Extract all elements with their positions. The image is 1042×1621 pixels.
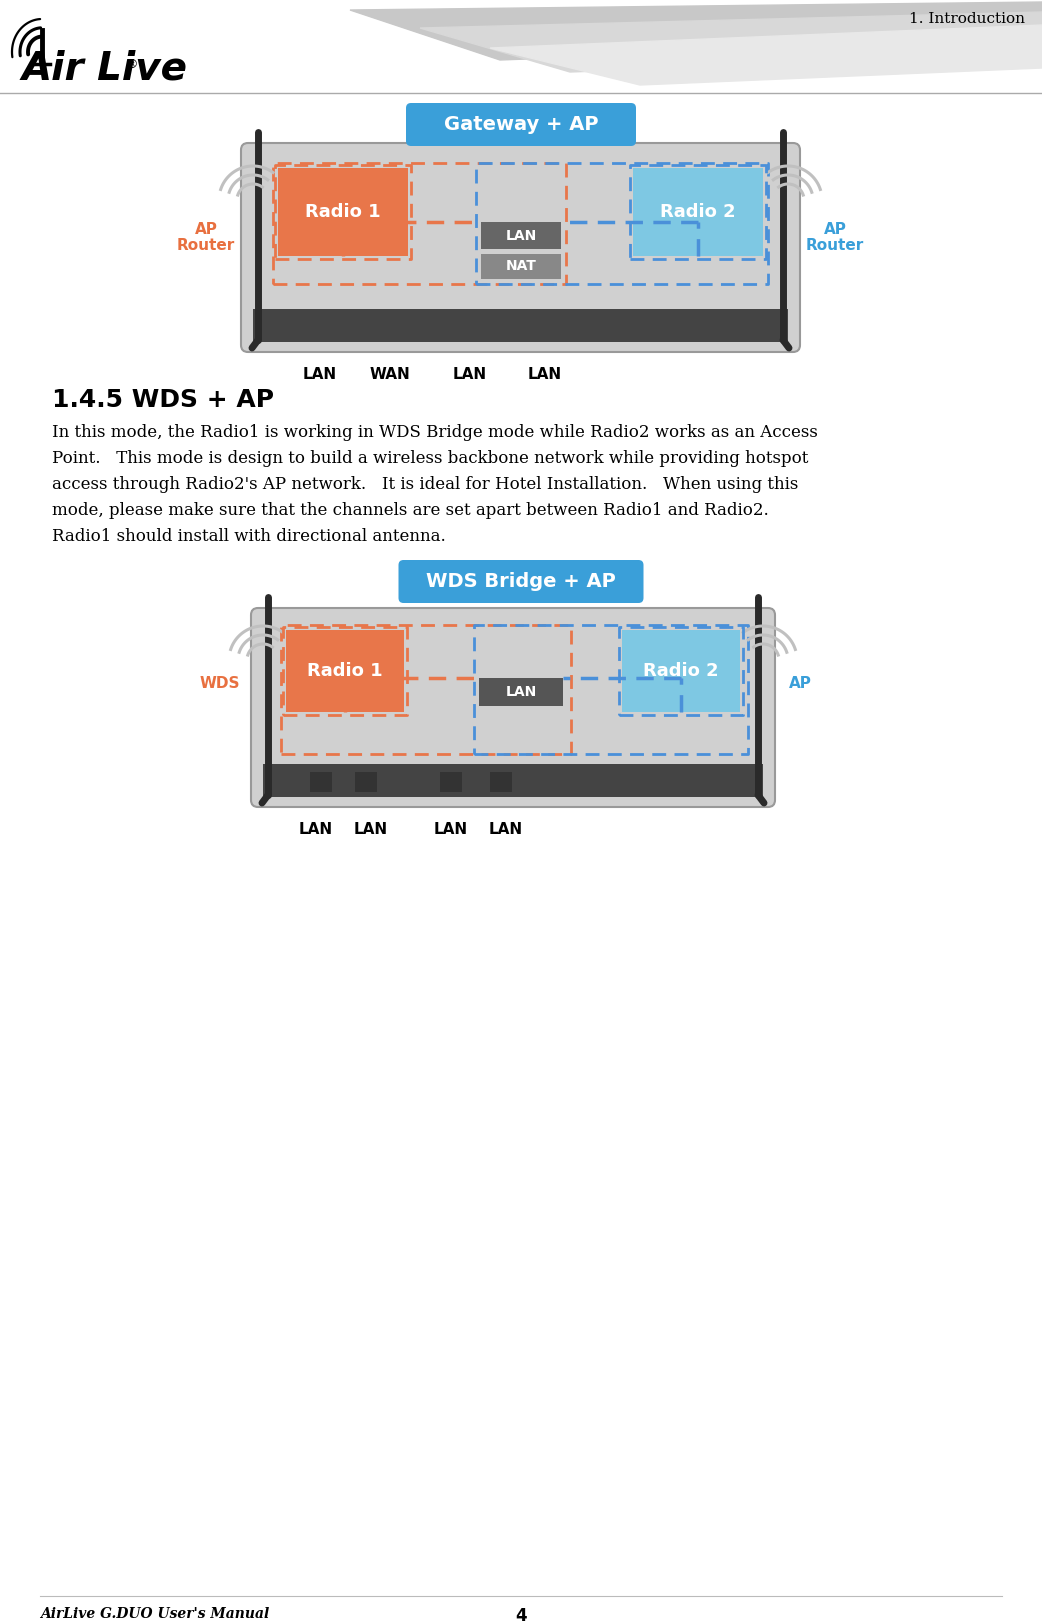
Text: LAN: LAN (505, 686, 537, 699)
Text: WAN: WAN (370, 366, 411, 383)
Bar (632, 169, 763, 256)
Bar (440, 772, 462, 793)
Bar (479, 678, 563, 707)
FancyBboxPatch shape (241, 143, 800, 352)
Text: LAN: LAN (299, 822, 333, 836)
Text: Radio 1: Radio 1 (307, 661, 382, 679)
Text: ®: ® (125, 58, 138, 71)
Text: LAN: LAN (433, 822, 468, 836)
Text: Radio 2: Radio 2 (643, 661, 719, 679)
Text: WDS Bridge + AP: WDS Bridge + AP (426, 572, 616, 592)
Text: LAN: LAN (489, 822, 523, 836)
Text: AP: AP (789, 676, 812, 691)
Text: AP: AP (823, 222, 846, 238)
Text: Radio 2: Radio 2 (661, 203, 736, 220)
Text: LAN: LAN (528, 366, 562, 383)
Bar (263, 763, 763, 798)
Text: LAN: LAN (354, 822, 388, 836)
Text: NAT: NAT (505, 259, 537, 274)
Polygon shape (420, 11, 1042, 71)
Text: Router: Router (177, 238, 235, 253)
Text: LAN: LAN (303, 366, 337, 383)
Bar (253, 310, 788, 342)
Text: access through Radio2's AP network.   It is ideal for Hotel Installation.   When: access through Radio2's AP network. It i… (52, 477, 798, 493)
Text: Gateway + AP: Gateway + AP (444, 115, 598, 135)
Text: LAN: LAN (453, 366, 487, 383)
Text: In this mode, the Radio1 is working in WDS Bridge mode while Radio2 works as an : In this mode, the Radio1 is working in W… (52, 425, 818, 441)
Bar (355, 772, 377, 793)
Text: Radio1 should install with directional antenna.: Radio1 should install with directional a… (52, 528, 446, 545)
FancyBboxPatch shape (251, 608, 775, 807)
Bar (278, 169, 408, 256)
Text: 1.4.5 WDS + AP: 1.4.5 WDS + AP (52, 387, 274, 412)
FancyBboxPatch shape (406, 104, 636, 146)
Text: Router: Router (805, 238, 864, 253)
Text: Radio 1: Radio 1 (305, 203, 380, 220)
Bar (490, 772, 512, 793)
Polygon shape (350, 2, 1042, 60)
Bar (286, 631, 404, 712)
Bar (481, 222, 561, 250)
Bar (311, 772, 332, 793)
Text: AP: AP (195, 222, 218, 238)
Text: mode, please make sure that the channels are set apart between Radio1 and Radio2: mode, please make sure that the channels… (52, 503, 769, 519)
Text: WDS: WDS (200, 676, 241, 691)
Text: 4: 4 (515, 1606, 527, 1621)
Bar (622, 631, 740, 712)
Text: Point.   This mode is design to build a wireless backbone network while providin: Point. This mode is design to build a wi… (52, 451, 809, 467)
Bar (481, 254, 561, 279)
Polygon shape (490, 24, 1042, 84)
Text: 1. Introduction: 1. Introduction (909, 11, 1025, 26)
FancyBboxPatch shape (398, 559, 644, 603)
Text: AirLive G.DUO User's Manual: AirLive G.DUO User's Manual (40, 1606, 269, 1621)
Text: Air Live: Air Live (22, 50, 188, 88)
Text: LAN: LAN (505, 229, 537, 243)
